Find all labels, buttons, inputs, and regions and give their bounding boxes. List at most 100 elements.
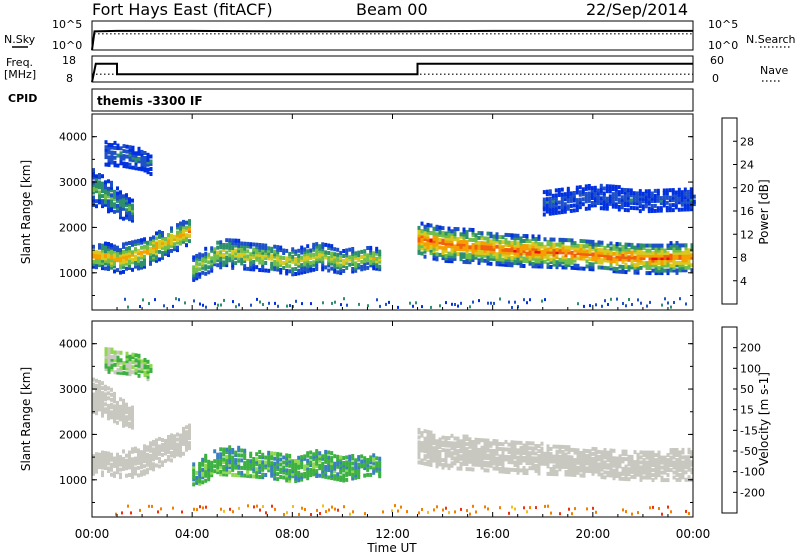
heatmap-cell (513, 241, 517, 245)
heatmap-cell (465, 452, 469, 457)
heatmap-cell (522, 256, 526, 261)
heatmap-cell (477, 235, 481, 240)
heatmap-cell (167, 245, 170, 250)
heatmap-cell (450, 249, 454, 254)
heatmap-cell (548, 199, 552, 204)
heatmap-cell (95, 452, 98, 457)
heatmap-cell (131, 203, 134, 208)
heatmap-cell (261, 462, 265, 467)
heatmap-cell (420, 231, 424, 236)
heatmap-cell (675, 251, 679, 255)
heatmap-cell (429, 460, 433, 465)
heatmap-cell (143, 151, 147, 155)
heatmap-cell (182, 234, 185, 239)
heatmap-cell (291, 272, 295, 277)
heatmap-cell (495, 252, 499, 257)
heatmap-cell (122, 242, 125, 247)
heatmap-cell (660, 251, 664, 256)
heatmap-cell (462, 461, 466, 466)
heatmap-cell (423, 224, 427, 229)
heatmap-cell (246, 468, 250, 473)
heatmap-cell (231, 238, 235, 243)
heatmap-cell (300, 258, 304, 263)
heatmap-cell (659, 196, 663, 201)
heatmap-cell (549, 242, 553, 247)
heatmap-cell (309, 248, 313, 253)
heatmap-cell (648, 458, 652, 463)
heatmap-cell (182, 439, 185, 444)
heatmap-cell (351, 466, 355, 471)
heatmap-cell (128, 199, 131, 204)
heatmap-cell (128, 266, 131, 270)
heatmap-cell (125, 195, 128, 200)
heatmap-cell (199, 505, 201, 509)
heatmap-cell (143, 254, 146, 259)
heatmap-cell (471, 467, 475, 472)
heatmap-cell (647, 191, 651, 196)
heatmap-cell (537, 234, 541, 239)
heatmap-cell (134, 360, 138, 365)
heatmap-cell (484, 505, 486, 509)
heatmap-cell (519, 468, 523, 473)
heatmap-cell (591, 451, 595, 456)
heatmap-cell (472, 504, 474, 508)
heatmap-cell (152, 462, 155, 467)
heatmap-cell (125, 193, 128, 198)
heatmap-cell (423, 429, 427, 434)
heatmap-cell (468, 459, 472, 464)
heatmap-cell (591, 239, 595, 244)
heatmap-cell (621, 476, 625, 481)
heatmap-cell (107, 259, 110, 264)
heatmap-cell (684, 462, 688, 467)
heatmap-cell (642, 460, 646, 465)
heatmap-cell (198, 479, 202, 484)
heatmap-cell (498, 262, 502, 267)
heatmap-cell (306, 471, 310, 476)
heatmap-cell (110, 180, 113, 185)
heatmap-cell (185, 435, 188, 440)
heatmap-cell (555, 252, 559, 257)
heatmap-cell (161, 445, 164, 450)
heatmap-cell (474, 255, 478, 260)
heatmap-cell (642, 253, 646, 258)
heatmap-cell (684, 265, 688, 270)
heatmap-cell (282, 455, 286, 460)
heatmap-cell (143, 446, 146, 451)
heatmap-cell (152, 242, 155, 247)
heatmap-cell (681, 447, 685, 452)
heatmap-cell (474, 445, 478, 450)
heatmap-cell (665, 208, 669, 213)
heatmap-cell (125, 420, 128, 425)
heatmap-cell (678, 477, 682, 482)
heatmap-cell (137, 366, 141, 371)
heatmap-cell (474, 250, 478, 255)
heatmap-cell (110, 145, 114, 150)
heatmap-cell (246, 463, 250, 468)
heatmap-cell (447, 259, 451, 264)
heatmap-cell (557, 190, 561, 195)
heatmap-cell (122, 216, 125, 221)
heatmap-cell (306, 269, 310, 274)
heatmap-cell (300, 250, 304, 255)
heatmap-cell (291, 464, 295, 469)
heatmap-cell (330, 456, 334, 461)
heatmap-cell (459, 247, 463, 252)
heatmap-cell (561, 265, 565, 270)
heatmap-cell (137, 146, 141, 151)
heatmap-cell (173, 444, 176, 449)
heatmap-cell (231, 260, 235, 265)
heatmap-cell (116, 370, 120, 375)
heatmap-cell (101, 174, 104, 179)
heatmap-cell (95, 179, 98, 184)
heatmap-cell (128, 421, 131, 426)
heatmap-cell (681, 475, 685, 480)
heatmap-cell (429, 450, 433, 455)
heatmap-cell (597, 467, 601, 472)
heatmap-cell (608, 186, 612, 191)
heatmap-cell (689, 192, 693, 197)
heatmap-cell (611, 199, 615, 204)
heatmap-cell (516, 458, 520, 463)
heatmap-cell (324, 255, 328, 260)
heatmap-cell (243, 461, 247, 466)
heatmap-cell (534, 242, 538, 246)
